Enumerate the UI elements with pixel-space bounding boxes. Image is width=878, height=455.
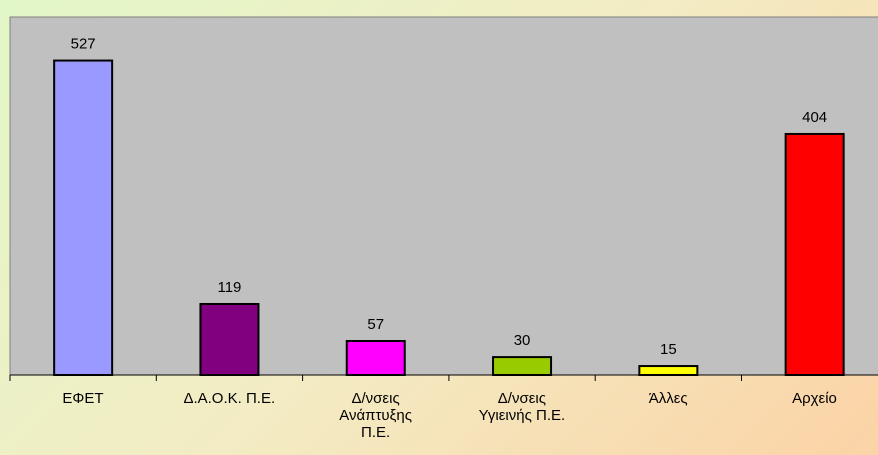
bar [345,339,406,376]
x-tick-label: Δ/νσεις Υγιεινής Π.Ε. [478,390,566,424]
value-label: 119 [217,279,241,296]
value-label: 527 [71,36,96,53]
bar [492,356,553,377]
bar [638,365,699,376]
x-tick-label: Άλλες [648,390,688,407]
bar [199,302,260,377]
x-tick-label: Αρχείο [792,390,837,407]
x-tick-label: ΕΦΕΤ [62,390,104,407]
x-tick-label: Δ.Α.Ο.Κ. Π.Ε. [183,390,276,407]
value-label: 57 [367,316,384,333]
plot-area [9,16,878,376]
x-tick-label: Δ/νσεις Ανάπτυξης Π.Ε. [339,390,412,441]
bar [784,132,845,376]
bar [53,59,114,376]
value-label: 30 [514,332,531,349]
value-label: 404 [802,109,827,126]
value-label: 15 [660,341,677,358]
